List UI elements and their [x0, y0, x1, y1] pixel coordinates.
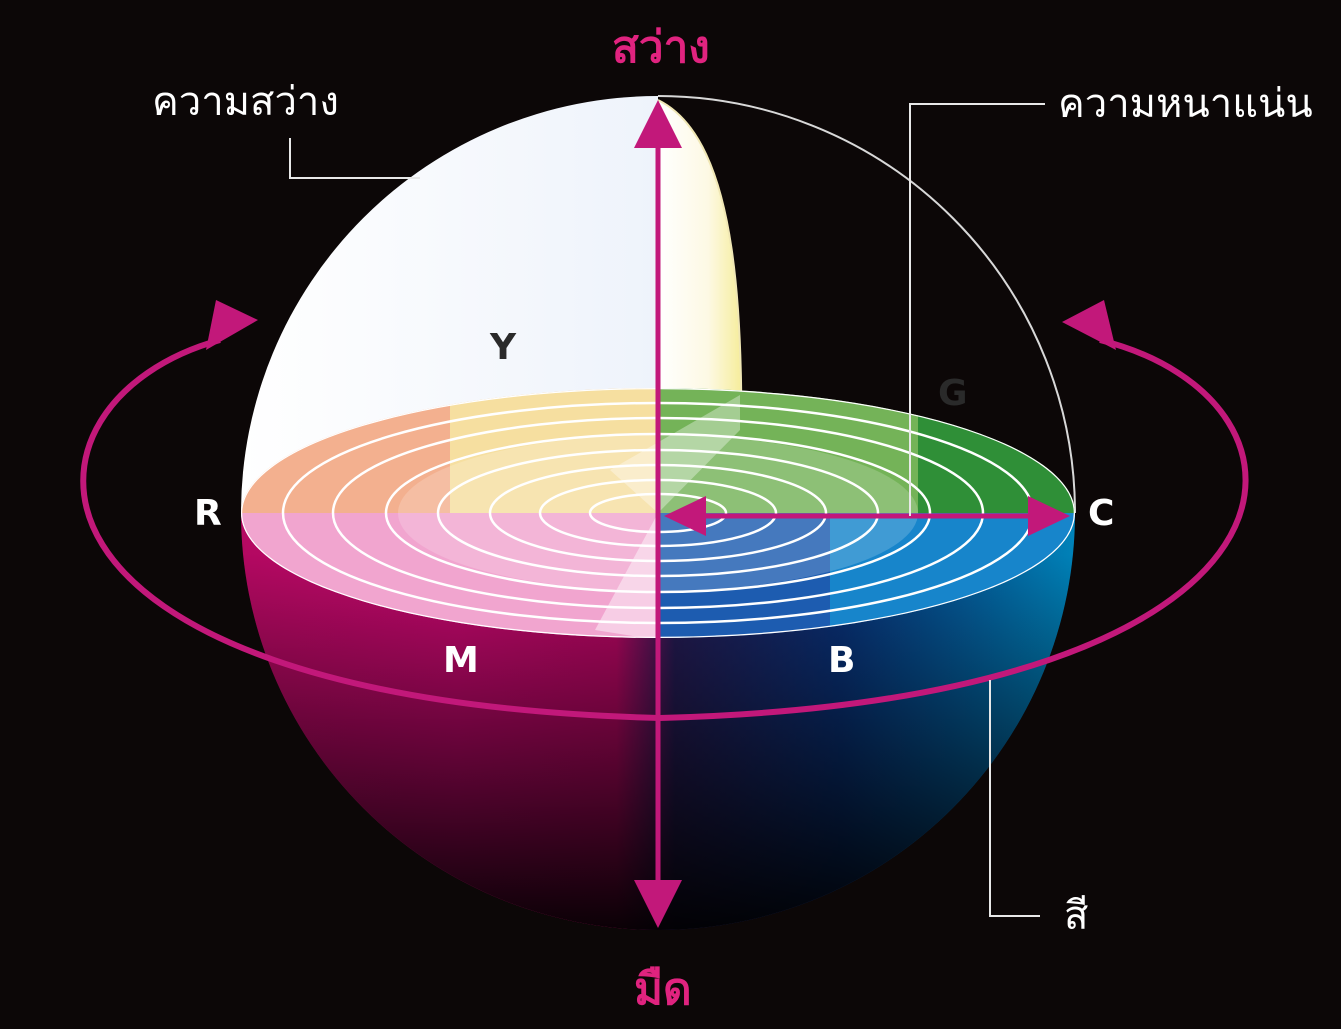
saturation-arrow-right-icon — [1028, 496, 1070, 536]
axis-arrow-up-icon — [634, 100, 682, 148]
lightness-callout-label: ความสว่าง — [152, 79, 339, 125]
lightness-callout-line — [289, 138, 420, 179]
hue-label-yellow: Y — [490, 327, 517, 368]
callout-lines — [289, 103, 1045, 917]
axis-top-label: สว่าง — [612, 22, 710, 73]
axis-bottom-label: มืด — [634, 964, 692, 1015]
rotation-arrow-left-icon — [206, 300, 258, 350]
lightness-axis — [634, 100, 682, 928]
hue-label-red: R — [194, 493, 222, 534]
hue-label-cyan: C — [1088, 493, 1115, 534]
hue-callout-label: สี — [1064, 893, 1089, 939]
hue-label-green: G — [938, 373, 968, 414]
saturation-callout-line — [909, 103, 1045, 516]
saturation-arrow-left-icon — [664, 496, 706, 536]
sphere-outline — [657, 95, 1076, 514]
hue-label-blue: B — [828, 640, 856, 681]
hue-label-magenta: M — [443, 640, 479, 681]
hue-rotation-ring — [80, 300, 1249, 722]
saturation-axis — [664, 496, 1070, 536]
axis-arrow-down-icon — [634, 880, 682, 928]
saturation-callout-label: ความหนาแน่น — [1058, 81, 1313, 127]
rotation-arrow-right-icon — [1062, 300, 1116, 350]
equator-disk — [241, 388, 1075, 638]
hue-callout-line — [989, 680, 1040, 917]
